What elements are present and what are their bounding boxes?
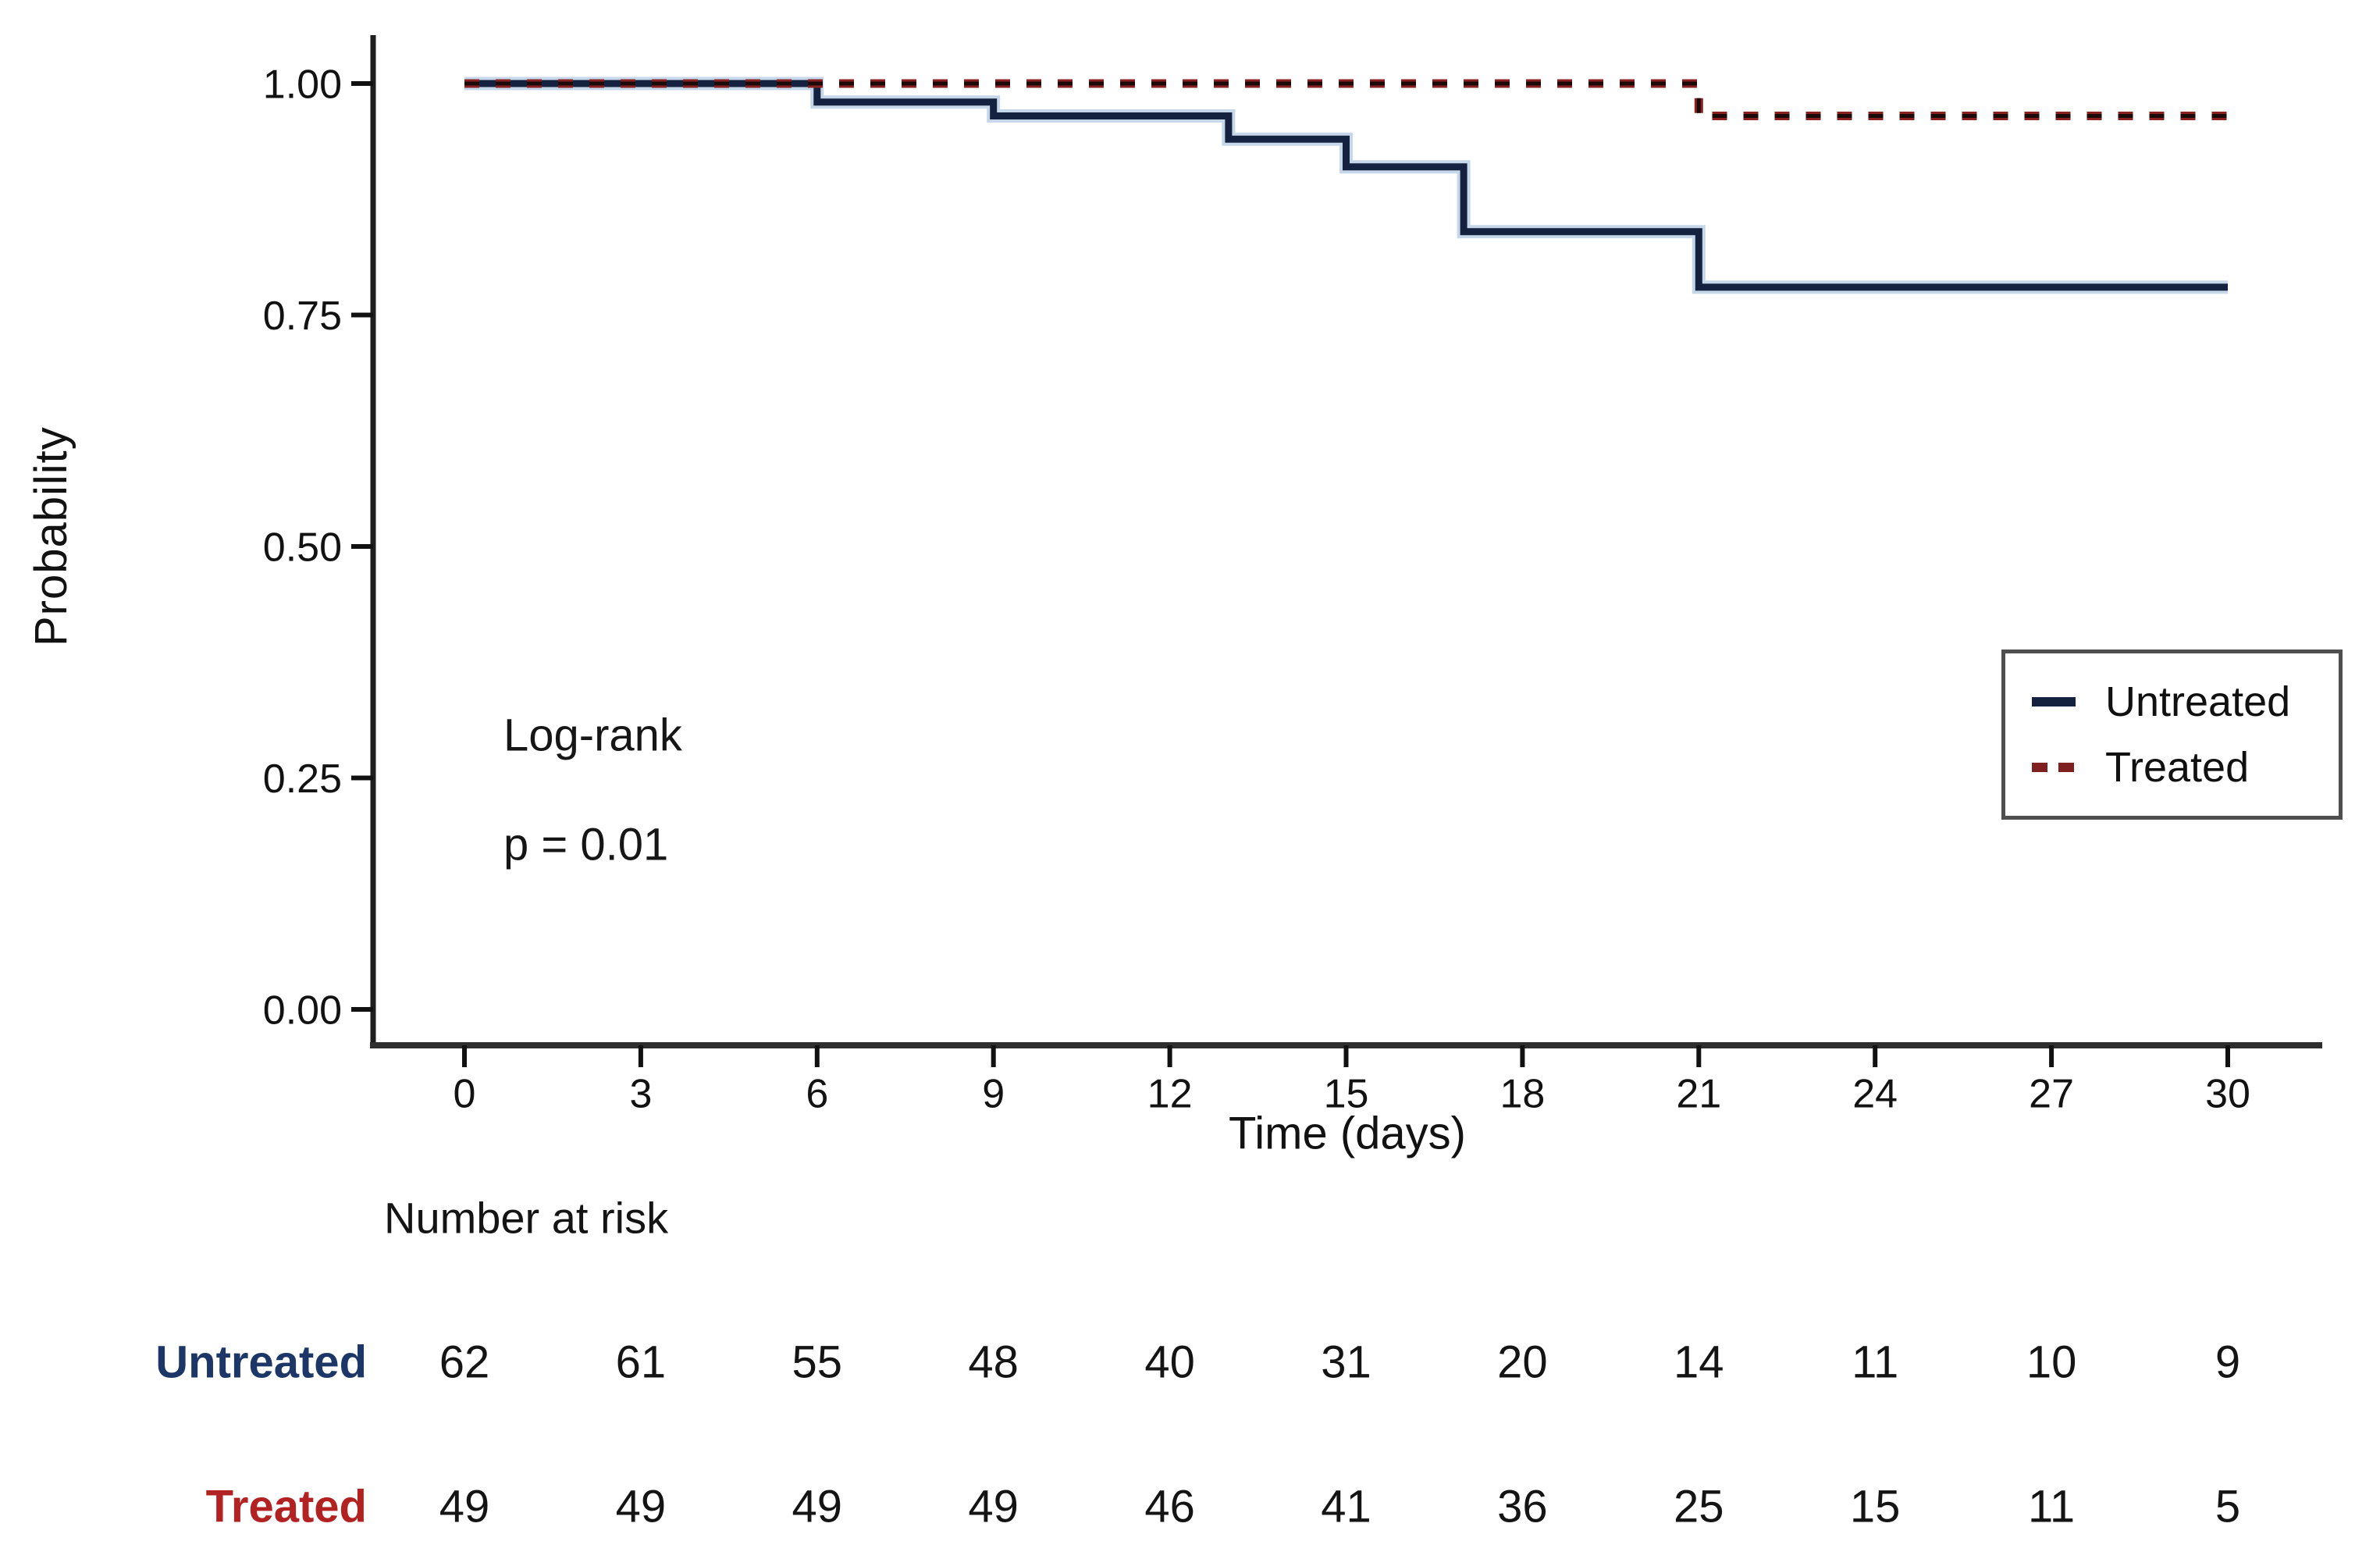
x-tick-label: 9 — [982, 1072, 1005, 1117]
risk-count: 36 — [1497, 1481, 1548, 1532]
x-tick-label: 30 — [2205, 1072, 2250, 1117]
risk-count: 49 — [615, 1481, 667, 1532]
risk-row-label-treated: Treated — [205, 1481, 367, 1532]
risk-count: 49 — [792, 1481, 843, 1532]
risk-count: 61 — [615, 1336, 667, 1388]
x-tick-label: 21 — [1676, 1072, 1721, 1117]
risk-row-label-untreated: Untreated — [155, 1336, 367, 1388]
risk-count: 5 — [2215, 1481, 2241, 1532]
risk-count: 9 — [2215, 1336, 2241, 1388]
risk-count: 48 — [968, 1336, 1019, 1388]
risk-count: 41 — [1321, 1481, 1371, 1532]
legend-box: Untreated Treated — [2001, 650, 2343, 820]
pvalue-annotation: p = 0.01 — [503, 819, 669, 870]
number-at-risk-header: Number at risk — [384, 1193, 669, 1243]
y-tick-label: 0.00 — [263, 988, 342, 1034]
risk-count: 10 — [2026, 1336, 2077, 1388]
x-tick-label: 18 — [1500, 1072, 1545, 1117]
y-tick-label: 0.75 — [263, 294, 342, 339]
x-tick-label: 0 — [454, 1072, 476, 1117]
x-tick-label: 12 — [1147, 1072, 1193, 1117]
y-tick-label: 1.00 — [263, 62, 342, 108]
legend-entry-treated: Treated — [2032, 743, 2339, 792]
risk-count: 31 — [1321, 1336, 1371, 1388]
untreated-line-sample-icon — [2032, 697, 2079, 706]
logrank-annotation: Log-rank — [503, 710, 682, 761]
treated-dash-sample-icon — [2032, 763, 2079, 772]
risk-count: 20 — [1497, 1336, 1548, 1388]
risk-count: 11 — [1852, 1336, 1899, 1388]
x-tick-label: 27 — [2029, 1072, 2074, 1117]
risk-count: 11 — [2027, 1481, 2076, 1532]
risk-count: 46 — [1144, 1481, 1195, 1532]
risk-count: 55 — [792, 1336, 843, 1388]
untreated-curve — [464, 80, 2228, 291]
risk-count: 25 — [1674, 1481, 1724, 1532]
risk-count: 15 — [1849, 1481, 1901, 1532]
y-tick-label: 0.25 — [263, 756, 342, 802]
legend-label-treated: Treated — [2105, 744, 2250, 791]
x-tick-label: 3 — [629, 1072, 652, 1117]
risk-count: 62 — [439, 1336, 490, 1388]
y-tick-label: 0.50 — [263, 525, 342, 571]
x-axis-title: Time (days) — [1229, 1108, 1466, 1159]
risk-count: 40 — [1144, 1336, 1195, 1388]
legend-label-untreated: Untreated — [2105, 678, 2291, 725]
x-tick-label: 15 — [1324, 1072, 1369, 1117]
y-axis-title: Probability — [26, 426, 76, 646]
risk-count: 49 — [968, 1481, 1019, 1532]
x-tick-label: 24 — [1852, 1072, 1898, 1117]
legend-entry-untreated: Untreated — [2032, 678, 2339, 726]
x-tick-label: 6 — [806, 1072, 828, 1117]
risk-count: 49 — [439, 1481, 490, 1532]
risk-count: 14 — [1674, 1336, 1724, 1388]
treated-curve-core — [464, 81, 2228, 118]
